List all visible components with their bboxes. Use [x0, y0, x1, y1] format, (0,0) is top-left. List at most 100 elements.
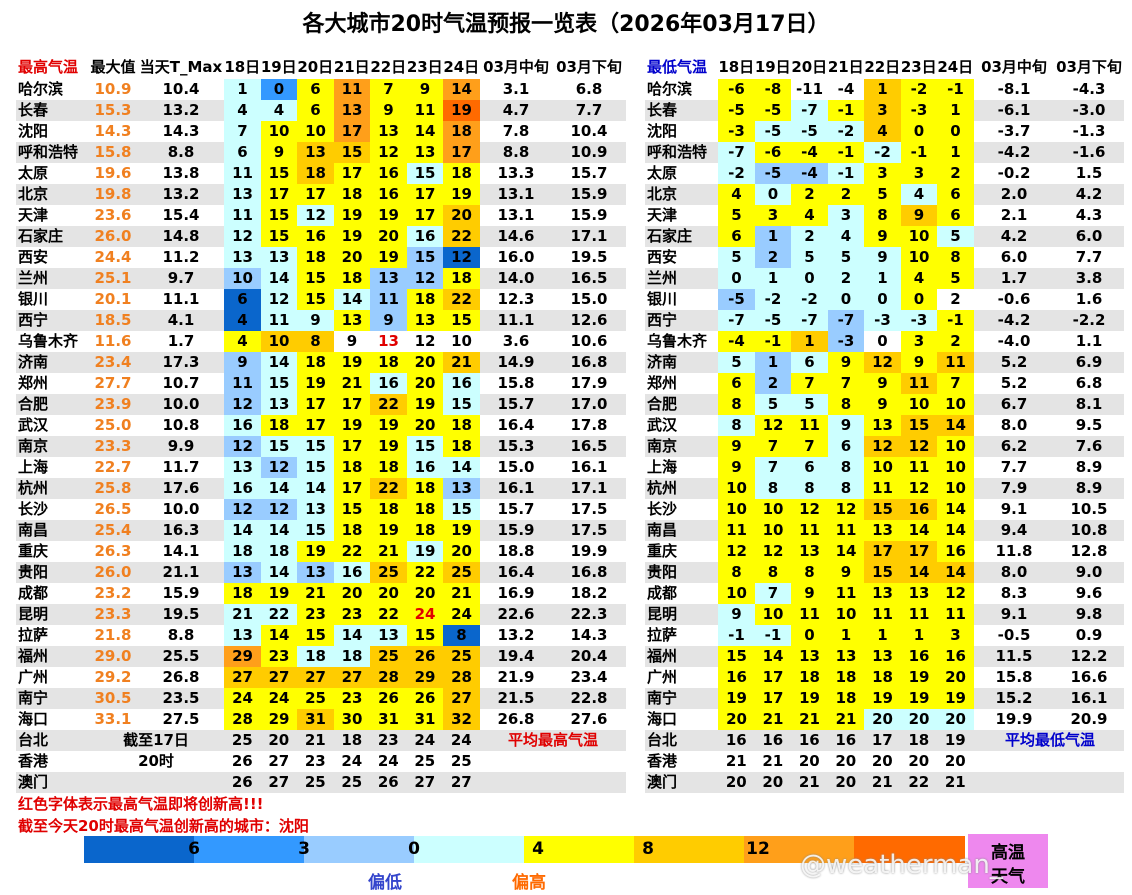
temp-cell: 11	[370, 289, 407, 310]
temp-cell: 13	[260, 247, 298, 268]
city: 长春	[647, 101, 678, 119]
temp-cell: 14	[443, 79, 480, 100]
max-value: 25.4	[94, 521, 132, 539]
temp-cell: -7	[827, 310, 865, 331]
late-month: 8.1	[1075, 395, 1103, 413]
late-month: 12.6	[570, 311, 608, 329]
temp-cell: 20	[370, 226, 407, 247]
city: 上海	[647, 458, 678, 476]
mid-month: 18.8	[497, 542, 535, 560]
mid-month: 11.5	[995, 647, 1033, 665]
temp-cell: 4	[224, 100, 261, 121]
city: 合肥	[18, 395, 49, 413]
today-max: 10.7	[162, 374, 200, 392]
temp-cell: 12	[260, 499, 298, 520]
temp-cell: -3	[900, 310, 938, 331]
temp-cell: 17	[333, 121, 371, 142]
late-month: -3.0	[1072, 101, 1106, 119]
mid-month: -4.0	[997, 332, 1031, 350]
mid-month: 5.2	[1000, 353, 1028, 371]
temp-cell: 11	[260, 310, 298, 331]
max-value: 10.9	[94, 80, 132, 98]
city: 海口	[18, 710, 49, 728]
temp-cell: 25	[297, 688, 334, 709]
mid-month: 1.7	[1000, 269, 1028, 287]
temp-cell: 14	[260, 625, 298, 646]
city: 澳门	[647, 773, 678, 791]
temp-cell: 5	[718, 352, 755, 373]
temp-cell: 25	[341, 773, 363, 791]
temp-cell: 18	[827, 688, 865, 709]
temp-cell: 1	[224, 79, 261, 100]
temp-cell: 3	[827, 205, 865, 226]
temp-cell: 13	[864, 646, 901, 667]
temp-cell: 0	[900, 289, 938, 310]
temp-cell: 9	[718, 457, 755, 478]
mid-month: -3.7	[997, 122, 1031, 140]
temp-cell: 23	[377, 731, 399, 749]
mid-month: 15.2	[995, 689, 1033, 707]
temp-cell: 13	[370, 625, 407, 646]
temp-cell: 11	[718, 520, 755, 541]
temp-cell: 11	[827, 520, 865, 541]
late-month: 17.1	[570, 479, 608, 497]
legend-box-text: 高温	[991, 843, 1025, 863]
temp-cell: 18	[443, 163, 480, 184]
temp-cell: -6	[718, 79, 755, 100]
temp-cell: 16	[370, 163, 407, 184]
temp-cell: 10	[718, 499, 755, 520]
temp-cell: -1	[718, 625, 755, 646]
temp-cell: 21	[754, 709, 792, 730]
max-value: 11.6	[94, 332, 132, 350]
temp-cell: 20	[937, 709, 974, 730]
temp-cell: 22	[443, 226, 480, 247]
late-month: -4.3	[1072, 80, 1106, 98]
today-max: 14.1	[162, 542, 200, 560]
late-month: 4.2	[1075, 185, 1103, 203]
temp-cell: 20	[333, 583, 371, 604]
mid-month: 3.6	[502, 332, 530, 350]
temp-cell: 0	[864, 331, 901, 352]
temp-cell: 23	[260, 646, 298, 667]
mid-month: 15.8	[995, 668, 1033, 686]
legend-segment	[524, 836, 635, 863]
temp-cell: 31	[297, 709, 334, 730]
city: 南京	[647, 437, 678, 455]
late-month: 4.3	[1075, 206, 1103, 224]
late-month: 9.6	[1075, 584, 1103, 602]
temp-cell: 19	[406, 541, 444, 562]
temp-cell: 9	[224, 352, 261, 373]
header-cell: 18日	[718, 58, 755, 76]
late-month: 10.9	[570, 143, 608, 161]
temp-cell: 9	[900, 352, 938, 373]
temp-cell: 4	[900, 268, 938, 289]
temp-cell: 13	[827, 646, 865, 667]
late-month: 27.6	[570, 710, 608, 728]
late-month: 9.5	[1075, 416, 1103, 434]
temp-cell: -5	[754, 121, 792, 142]
temp-cell: 16	[900, 646, 938, 667]
temp-cell: 6	[297, 79, 334, 100]
legend-segment	[744, 836, 855, 863]
temp-cell: -2	[864, 142, 901, 163]
today-max: 25.5	[162, 647, 200, 665]
temp-cell: 24	[443, 604, 480, 625]
temp-cell: 11	[900, 604, 938, 625]
city: 南宁	[647, 689, 678, 707]
temp-cell: 18	[260, 415, 298, 436]
temp-cell: 2	[827, 184, 865, 205]
temp-cell: -1	[827, 100, 865, 121]
temp-cell: 25	[370, 646, 407, 667]
city: 福州	[647, 647, 678, 665]
temp-cell: 13	[297, 142, 334, 163]
temp-cell: 21	[798, 773, 820, 791]
mid-month: 19.4	[497, 647, 535, 665]
temp-cell: 4	[718, 184, 755, 205]
temp-cell: 18	[297, 163, 334, 184]
mid-month: 14.9	[497, 353, 535, 371]
temp-cell: 12	[224, 436, 261, 457]
temp-cell: 12	[864, 436, 901, 457]
temp-cell: 7	[791, 436, 828, 457]
today-max: 10.0	[162, 395, 200, 413]
